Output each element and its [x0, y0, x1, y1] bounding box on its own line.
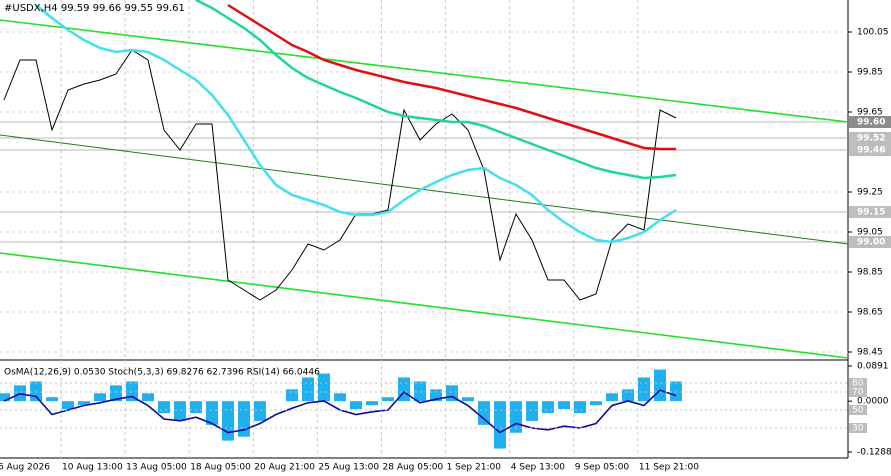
price-line: [3, 49, 677, 301]
chart-title: #USDX,H4 99.59 99.66 99.55 99.61: [4, 3, 185, 14]
osma-bar: [350, 401, 362, 410]
rsi-box: [849, 423, 867, 433]
osma-bar: [638, 377, 650, 402]
rsi-tick-label: 80: [852, 379, 864, 389]
osma-bar: [478, 401, 490, 425]
level-label: 99.00: [857, 238, 885, 248]
rsi-tick-label: 30: [852, 424, 864, 434]
y-tick-label: 99.05: [857, 228, 883, 238]
osma-bar: [0, 393, 10, 402]
indicator-title: OsMA(12,26,9) 0.0530 Stoch(5,3,3) 69.827…: [4, 368, 320, 378]
axis: 6 Aug 2026 10 Aug 13:00 13 Aug 05:00 18 Aug…: [0, 28, 891, 473]
trend-line: [0, 252, 849, 359]
osma-bar: [190, 401, 202, 414]
osma-bar: [318, 373, 330, 402]
osma-bar: [110, 385, 122, 402]
osma-bar: [206, 401, 218, 425]
osma-bar: [558, 401, 570, 410]
trend-line: [0, 19, 849, 123]
osma-bar: [622, 389, 634, 402]
osma-bar: [366, 401, 378, 406]
osma-bar: [94, 393, 106, 402]
y-tick-label: 99.65: [857, 108, 883, 118]
y-tick-label: 99.85: [857, 68, 883, 78]
osma-bar: [414, 381, 426, 402]
x-tick-label: 20 Aug 21:00: [254, 463, 315, 473]
osma-bar: [526, 401, 538, 421]
osma-bar: [30, 381, 42, 402]
moving-average: [35, 4, 677, 244]
osma-bar: [430, 389, 442, 402]
osma-bar: [46, 397, 58, 402]
x-tick-label: 18 Aug 05:00: [190, 463, 251, 473]
y-tick-label: 98.45: [857, 348, 883, 358]
rsi-box: [849, 387, 867, 397]
level-label: 99.46: [857, 146, 885, 156]
osma-bar: [494, 401, 506, 449]
osma-bar: [382, 397, 394, 402]
osma-bar: [654, 369, 666, 402]
osma-bar: [78, 401, 90, 406]
moving-average: [227, 3, 676, 151]
trend-line: [0, 134, 849, 245]
osma-tick-label: 0.0000: [857, 397, 889, 407]
osma-tick-label: 0.0891: [857, 362, 889, 372]
x-tick-label: 1 Sep 21:00: [447, 463, 502, 473]
level-box: [849, 144, 891, 156]
x-tick-label: 4 Sep 13:00: [511, 463, 566, 473]
osma-bar: [238, 401, 250, 437]
osma-bar: [286, 389, 298, 402]
rsi-tick-label: 70: [852, 388, 864, 398]
y-tick-label: 98.65: [857, 308, 883, 318]
rsi-tick-label: 50: [852, 406, 864, 416]
level-label: 99.52: [857, 134, 885, 144]
y-tick-label: 99.25: [857, 188, 883, 198]
level-box: [849, 116, 891, 128]
osma-bar: [606, 393, 618, 402]
x-tick-label: 6 Aug 2026: [0, 463, 50, 473]
osma-bar: [590, 401, 602, 406]
osma-bar: [574, 401, 586, 414]
x-tick-label: 25 Aug 13:00: [318, 463, 379, 473]
osma-tick-label: -0.1288: [857, 448, 891, 458]
plot: [0, 0, 849, 458]
x-tick-label: 13 Aug 05:00: [126, 463, 187, 473]
level-box: [849, 236, 891, 248]
x-tick-label: 10 Aug 13:00: [62, 463, 123, 473]
level-box: [849, 132, 891, 144]
osma-bar: [462, 397, 474, 402]
x-tick-label: 11 Sep 21:00: [639, 463, 699, 473]
y-tick-label: 100.05: [857, 28, 889, 38]
level-label: 99.60: [857, 118, 885, 128]
osma-bar: [62, 401, 74, 410]
y-tick-label: 98.85: [857, 268, 883, 278]
osma-bar: [542, 401, 554, 414]
x-tick-label: 28 Aug 05:00: [383, 463, 444, 473]
osma-bar: [142, 393, 154, 402]
osma-bar: [670, 381, 682, 402]
osma-bar: [302, 377, 314, 402]
x-tick-label: 9 Sep 05:00: [575, 463, 630, 473]
osma-bar: [254, 401, 266, 421]
osma-bar: [174, 401, 186, 421]
level-label: 99.15: [857, 208, 885, 218]
rsi-box: [849, 378, 867, 388]
level-box: [849, 206, 891, 218]
moving-average: [195, 0, 677, 180]
osma-bar: [334, 393, 346, 402]
osma-bar: [222, 401, 234, 441]
rsi-box: [849, 405, 867, 415]
osma-bar: [158, 401, 170, 414]
